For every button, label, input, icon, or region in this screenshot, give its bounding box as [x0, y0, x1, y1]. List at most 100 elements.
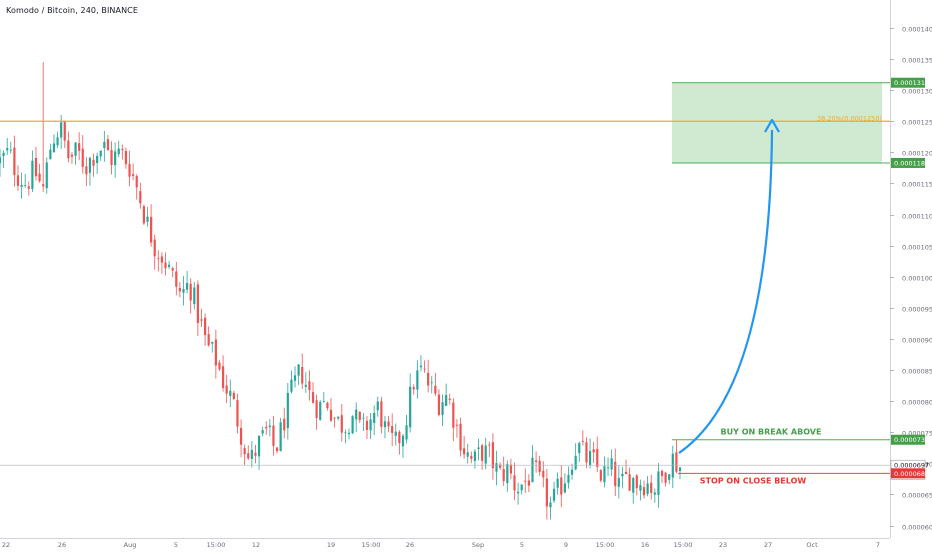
candle-body: [642, 487, 646, 496]
candle-body: [538, 460, 541, 472]
candle-body: [185, 283, 189, 290]
x-tick-label: 5: [520, 541, 524, 549]
candle-body: [218, 362, 221, 370]
target-zone: [672, 82, 890, 164]
candle-body: [63, 120, 66, 141]
candle-body: [552, 488, 556, 501]
candle-body: [668, 474, 671, 480]
candle-body: [27, 186, 30, 189]
candle-body: [441, 402, 444, 416]
candle-body: [247, 453, 250, 459]
candle-body: [160, 256, 164, 263]
candle-body: [286, 392, 289, 429]
candle-body: [340, 415, 343, 433]
candle-body: [146, 216, 149, 222]
candle-body: [459, 423, 462, 451]
candle-body: [387, 421, 390, 427]
candle-body: [473, 451, 477, 461]
candle-body: [110, 150, 113, 165]
candle-body: [585, 442, 588, 463]
candle-body: [412, 387, 415, 390]
candle-body: [243, 448, 246, 455]
x-tick-label: 7: [876, 541, 880, 549]
candle-body: [617, 477, 620, 487]
candle-body: [103, 141, 106, 149]
candle-body: [545, 478, 548, 507]
target-top-price-label: 0.0001312: [894, 79, 929, 87]
candle-body: [398, 431, 401, 444]
candle-body: [588, 451, 592, 466]
candle-body: [311, 392, 315, 403]
candle-body: [520, 484, 523, 491]
x-tick-label: 16: [641, 541, 649, 549]
candle-body: [81, 148, 84, 167]
candle-body: [196, 284, 199, 323]
candle-body: [92, 159, 95, 166]
y-tick-label: 0.0001250: [902, 119, 932, 127]
candle-body: [653, 492, 656, 495]
candle-body: [423, 368, 426, 370]
candle-body: [24, 185, 27, 186]
candle-body: [16, 175, 20, 186]
projection-arrow: [678, 118, 780, 454]
candle-body: [124, 151, 128, 165]
x-tick-label: 22: [2, 541, 10, 549]
candle-body: [337, 416, 340, 419]
arrow-head: [764, 118, 780, 133]
candle-body: [455, 424, 459, 426]
candle-body: [416, 370, 419, 390]
candle-body: [117, 148, 120, 155]
candle-body: [74, 142, 77, 156]
candle-body: [365, 420, 369, 430]
candle-body: [542, 470, 545, 478]
x-tick-label: 23: [719, 541, 727, 549]
candle-body: [42, 184, 45, 187]
candle-body: [499, 464, 502, 468]
candle-body: [164, 262, 167, 269]
candle-body: [70, 154, 74, 157]
candle-body: [142, 206, 146, 224]
candle-body: [549, 502, 552, 508]
candle-body: [333, 417, 336, 419]
candle-body: [239, 427, 243, 445]
target-zone-fill: [672, 82, 882, 163]
candle-body: [527, 480, 530, 486]
x-tick-label: 9: [564, 541, 568, 549]
candle-body: [430, 382, 433, 384]
candle-body: [193, 287, 196, 305]
candle-body: [448, 398, 451, 400]
x-tick-label: Sep: [472, 541, 484, 549]
candle-body: [376, 401, 379, 411]
candle-body: [639, 485, 642, 491]
candle-body: [466, 452, 469, 457]
candle-body: [452, 402, 455, 428]
candle-body: [106, 139, 110, 151]
candle-body: [2, 152, 5, 157]
candle-body: [635, 475, 638, 489]
candle-body: [132, 174, 135, 176]
candle-body: [182, 288, 185, 293]
candle-body: [121, 148, 124, 151]
candle-body: [556, 478, 559, 488]
candle-body: [229, 390, 232, 396]
x-tick-label: 19: [327, 541, 335, 549]
candle-body: [297, 364, 300, 376]
current-price-label: 0.0000697: [894, 462, 929, 470]
candle-body: [650, 482, 653, 493]
candle-body: [52, 143, 56, 153]
x-tick-label: 15:00: [207, 541, 226, 549]
candle-body: [599, 470, 602, 481]
candle-body: [279, 422, 282, 452]
candle-body: [606, 467, 610, 469]
x-tick-label: Aug: [124, 541, 137, 549]
candle-body: [355, 409, 358, 420]
